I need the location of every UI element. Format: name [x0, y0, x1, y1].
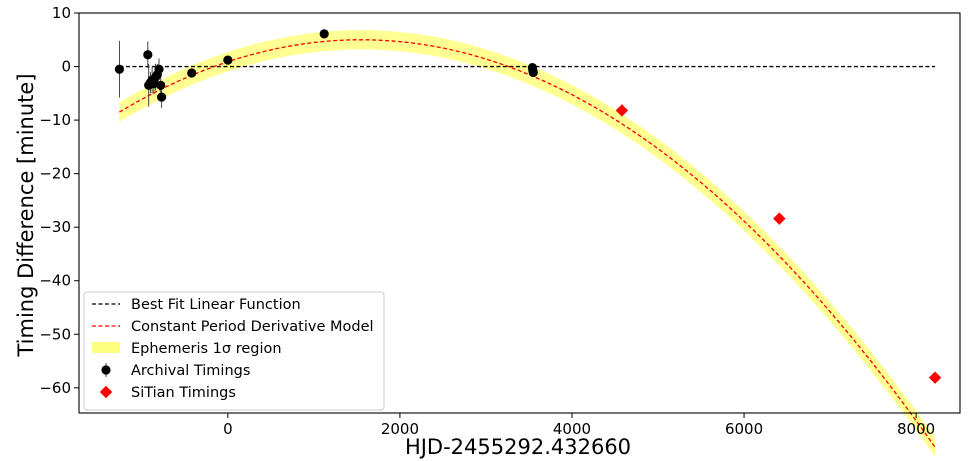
model-curve: [119, 39, 936, 448]
y-tick-label: −30: [39, 218, 71, 236]
ephemeris-band: [119, 30, 935, 457]
legend-label: Archival Timings: [131, 363, 250, 379]
legend-swatch-band: [92, 342, 120, 353]
x-tick-label: 2000: [381, 420, 419, 438]
legend-label: Constant Period Derivative Model: [131, 319, 374, 335]
legend-box: [83, 291, 385, 411]
archival-point: [156, 92, 167, 102]
x-tick-label: 0: [223, 420, 233, 438]
y-tick-label: −40: [39, 272, 71, 290]
legend-label: Best Fit Linear Function: [131, 297, 301, 313]
legend-swatch-sitian: [99, 385, 113, 399]
archival-point: [154, 64, 164, 74]
x-tick-label: 8000: [897, 420, 935, 438]
sitian-point: [928, 371, 942, 384]
y-tick-label: −50: [39, 325, 71, 343]
legend-swatch-archival: [101, 365, 111, 375]
sitian-point: [615, 104, 629, 117]
x-tick-label: 6000: [725, 420, 763, 438]
archival-point: [187, 68, 197, 78]
archival-point: [223, 55, 233, 65]
archival-point: [156, 80, 166, 90]
y-tick-label: −10: [39, 111, 71, 129]
y-tick-label: 10: [52, 4, 71, 22]
plot-area: [114, 29, 942, 457]
legend: Best Fit Linear Function Constant Period …: [83, 291, 385, 411]
y-axis-label: Timing Difference [minute]: [14, 73, 38, 357]
y-tick-label: 0: [61, 58, 71, 76]
y-tick-label: −60: [39, 379, 71, 397]
axes: 0 2000 4000 6000 8000 10 0 −10 −20 −30 −40 −50 −60: [39, 4, 961, 438]
x-axis-label: HJD-2455292.432660: [405, 435, 631, 459]
plot-frame: [78, 12, 961, 414]
archival-point: [143, 50, 153, 60]
archival-point: [114, 64, 125, 74]
sitian-point: [773, 212, 786, 225]
legend-label: Ephemeris 1σ region: [131, 341, 282, 357]
archival-point: [319, 29, 329, 39]
y-tick-label: −20: [39, 165, 71, 183]
archival-point: [528, 67, 538, 78]
legend-label: SiTian Timings: [131, 385, 236, 401]
x-tick-label: 4000: [553, 420, 591, 438]
